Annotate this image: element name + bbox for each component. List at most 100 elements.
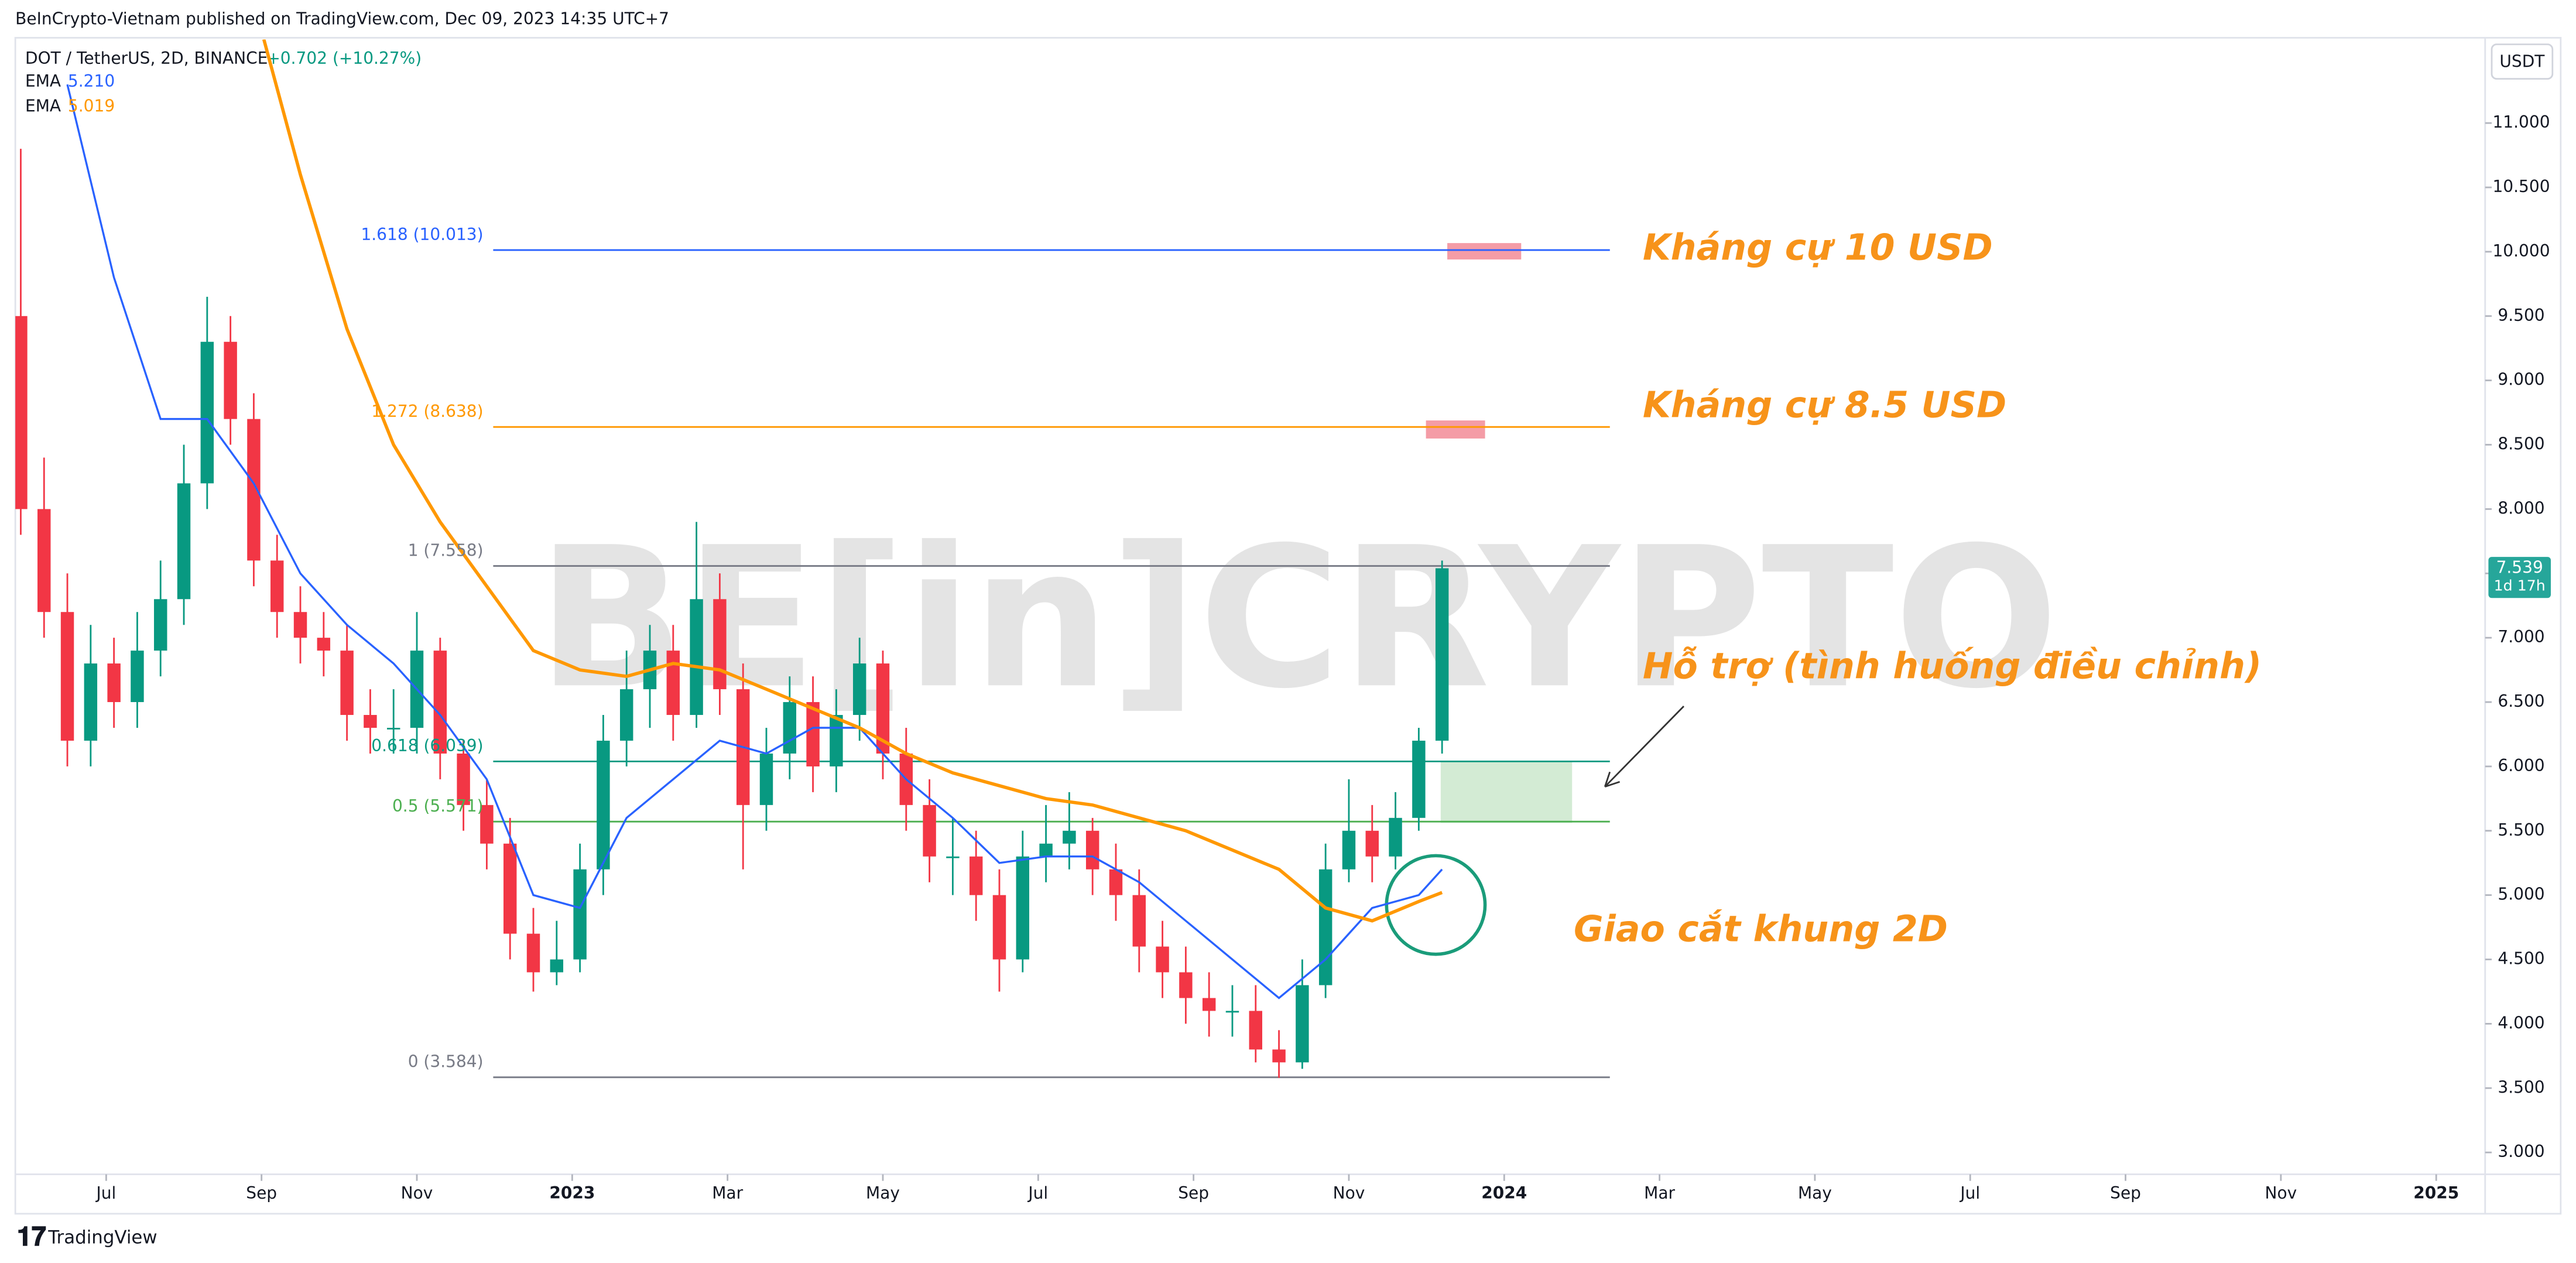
- candle-body: [969, 856, 983, 895]
- candle-body: [1202, 998, 1216, 1011]
- candle-body: [1039, 843, 1053, 857]
- ema-line: [66, 84, 1443, 1000]
- candle-body: [923, 805, 936, 857]
- candle-body: [1272, 1049, 1286, 1063]
- price-tag-countdown: 1d 17h: [2494, 577, 2546, 594]
- annotation: Kháng cự 8.5 USD: [1643, 384, 2006, 426]
- annotation: Giao cắt khung 2D: [1574, 908, 1948, 950]
- x-tick-label: May: [1798, 1183, 1832, 1203]
- header: BeInCrypto-Vietnam published on TradingV…: [15, 9, 669, 29]
- candle-body: [526, 933, 540, 973]
- candle-body: [1342, 830, 1356, 870]
- candle-body: [37, 509, 51, 612]
- candle-body: [84, 663, 98, 741]
- candle-body: [1318, 869, 1332, 985]
- candle-body: [457, 753, 470, 805]
- y-tick-label: 4.500: [2498, 949, 2544, 968]
- legend-name: EMA: [25, 71, 61, 91]
- y-tick-label: 6.000: [2498, 756, 2544, 775]
- legend-value: 5.210: [68, 71, 115, 91]
- candle-body: [783, 702, 797, 754]
- candle-body: [619, 689, 633, 741]
- candle-body: [1109, 869, 1123, 895]
- candle-body: [876, 663, 890, 754]
- currency[interactable]: USDT: [2499, 52, 2545, 71]
- candle-body: [293, 612, 307, 638]
- fib-label: 1.618 (10.013): [361, 225, 483, 244]
- candle-body: [1085, 830, 1099, 870]
- x-tick-label: Sep: [1178, 1183, 1209, 1203]
- candle-body: [597, 740, 610, 870]
- candle-body: [1016, 856, 1030, 960]
- candle-body: [15, 316, 28, 509]
- arrow: [1604, 706, 1684, 788]
- currency-box[interactable]: [2491, 43, 2554, 80]
- symbol: DOT / TetherUS, 2D, BINANCE: [25, 49, 268, 68]
- candle-body: [247, 419, 261, 561]
- candle-body: [1063, 830, 1076, 844]
- y-tick-label: 4.000: [2498, 1013, 2544, 1032]
- x-tick-label: Nov: [1333, 1183, 1365, 1203]
- candle-body: [317, 638, 331, 651]
- candle-body: [1132, 895, 1146, 947]
- y-tick-label: 8.000: [2498, 498, 2544, 518]
- candle-body: [1412, 740, 1426, 818]
- x-tick-label: Jul: [1027, 1183, 1048, 1203]
- footer: TradingView: [47, 1227, 157, 1248]
- fib-label: 1 (7.558): [408, 540, 484, 560]
- y-tick-label: 7.000: [2498, 627, 2544, 646]
- candle-body: [154, 599, 167, 651]
- x-tick-label: Jul: [95, 1183, 116, 1203]
- legend-value: 5.019: [68, 96, 115, 115]
- candle-body: [224, 341, 237, 419]
- candle-body: [1389, 817, 1402, 857]
- resistance-box: [1447, 243, 1522, 260]
- candle-body: [200, 341, 214, 484]
- fib-label: 0 (3.584): [408, 1052, 484, 1072]
- candle-body: [1249, 1011, 1262, 1050]
- y-tick-label: 10.500: [2492, 177, 2550, 196]
- logo-mark: 𝟏𝟕: [17, 1221, 46, 1252]
- x-tick-label: 2024: [1481, 1183, 1527, 1203]
- candle-body: [1435, 568, 1449, 741]
- candle-body: [946, 856, 960, 858]
- candle-body: [131, 651, 144, 703]
- fib-label: 1.272 (8.638): [371, 402, 483, 421]
- candle-body: [573, 869, 587, 960]
- fib-label: 0.5 (5.571): [392, 796, 484, 816]
- y-tick-label: 9.500: [2498, 306, 2544, 325]
- x-tick-label: Sep: [2110, 1183, 2141, 1203]
- annotation: Kháng cự 10 USD: [1643, 226, 1993, 268]
- x-tick-label: Jul: [1959, 1183, 1980, 1203]
- candle-body: [340, 651, 354, 716]
- candle-body: [690, 599, 703, 716]
- frame: [14, 37, 2562, 1215]
- candle-body: [806, 702, 820, 766]
- candle-body: [759, 753, 773, 805]
- candle-body: [550, 959, 564, 973]
- y-tick-label: 5.500: [2498, 820, 2544, 840]
- y-tick-label: 3.000: [2498, 1142, 2544, 1161]
- x-tick-label: Nov: [2265, 1183, 2297, 1203]
- resistance-box: [1426, 420, 1485, 439]
- y-tick-label: 9.000: [2498, 370, 2544, 389]
- arrow-head: [1604, 771, 1621, 788]
- candle-body: [1156, 946, 1169, 973]
- candle-body: [364, 715, 377, 728]
- support-zone: [1440, 762, 1573, 823]
- candle-body: [666, 651, 680, 716]
- legend-name: EMA: [25, 96, 61, 115]
- candle-body: [177, 483, 191, 600]
- y-tick-label: 5.000: [2498, 885, 2544, 904]
- candle-body: [992, 895, 1006, 960]
- x-tick-label: 2023: [549, 1183, 595, 1203]
- y-tick-label: 8.500: [2498, 434, 2544, 454]
- candle-body: [270, 560, 284, 612]
- candle-body: [713, 599, 727, 690]
- x-tick-label: 2025: [2413, 1183, 2459, 1203]
- candle-body: [1365, 830, 1379, 857]
- x-tick-label: Mar: [1644, 1183, 1675, 1203]
